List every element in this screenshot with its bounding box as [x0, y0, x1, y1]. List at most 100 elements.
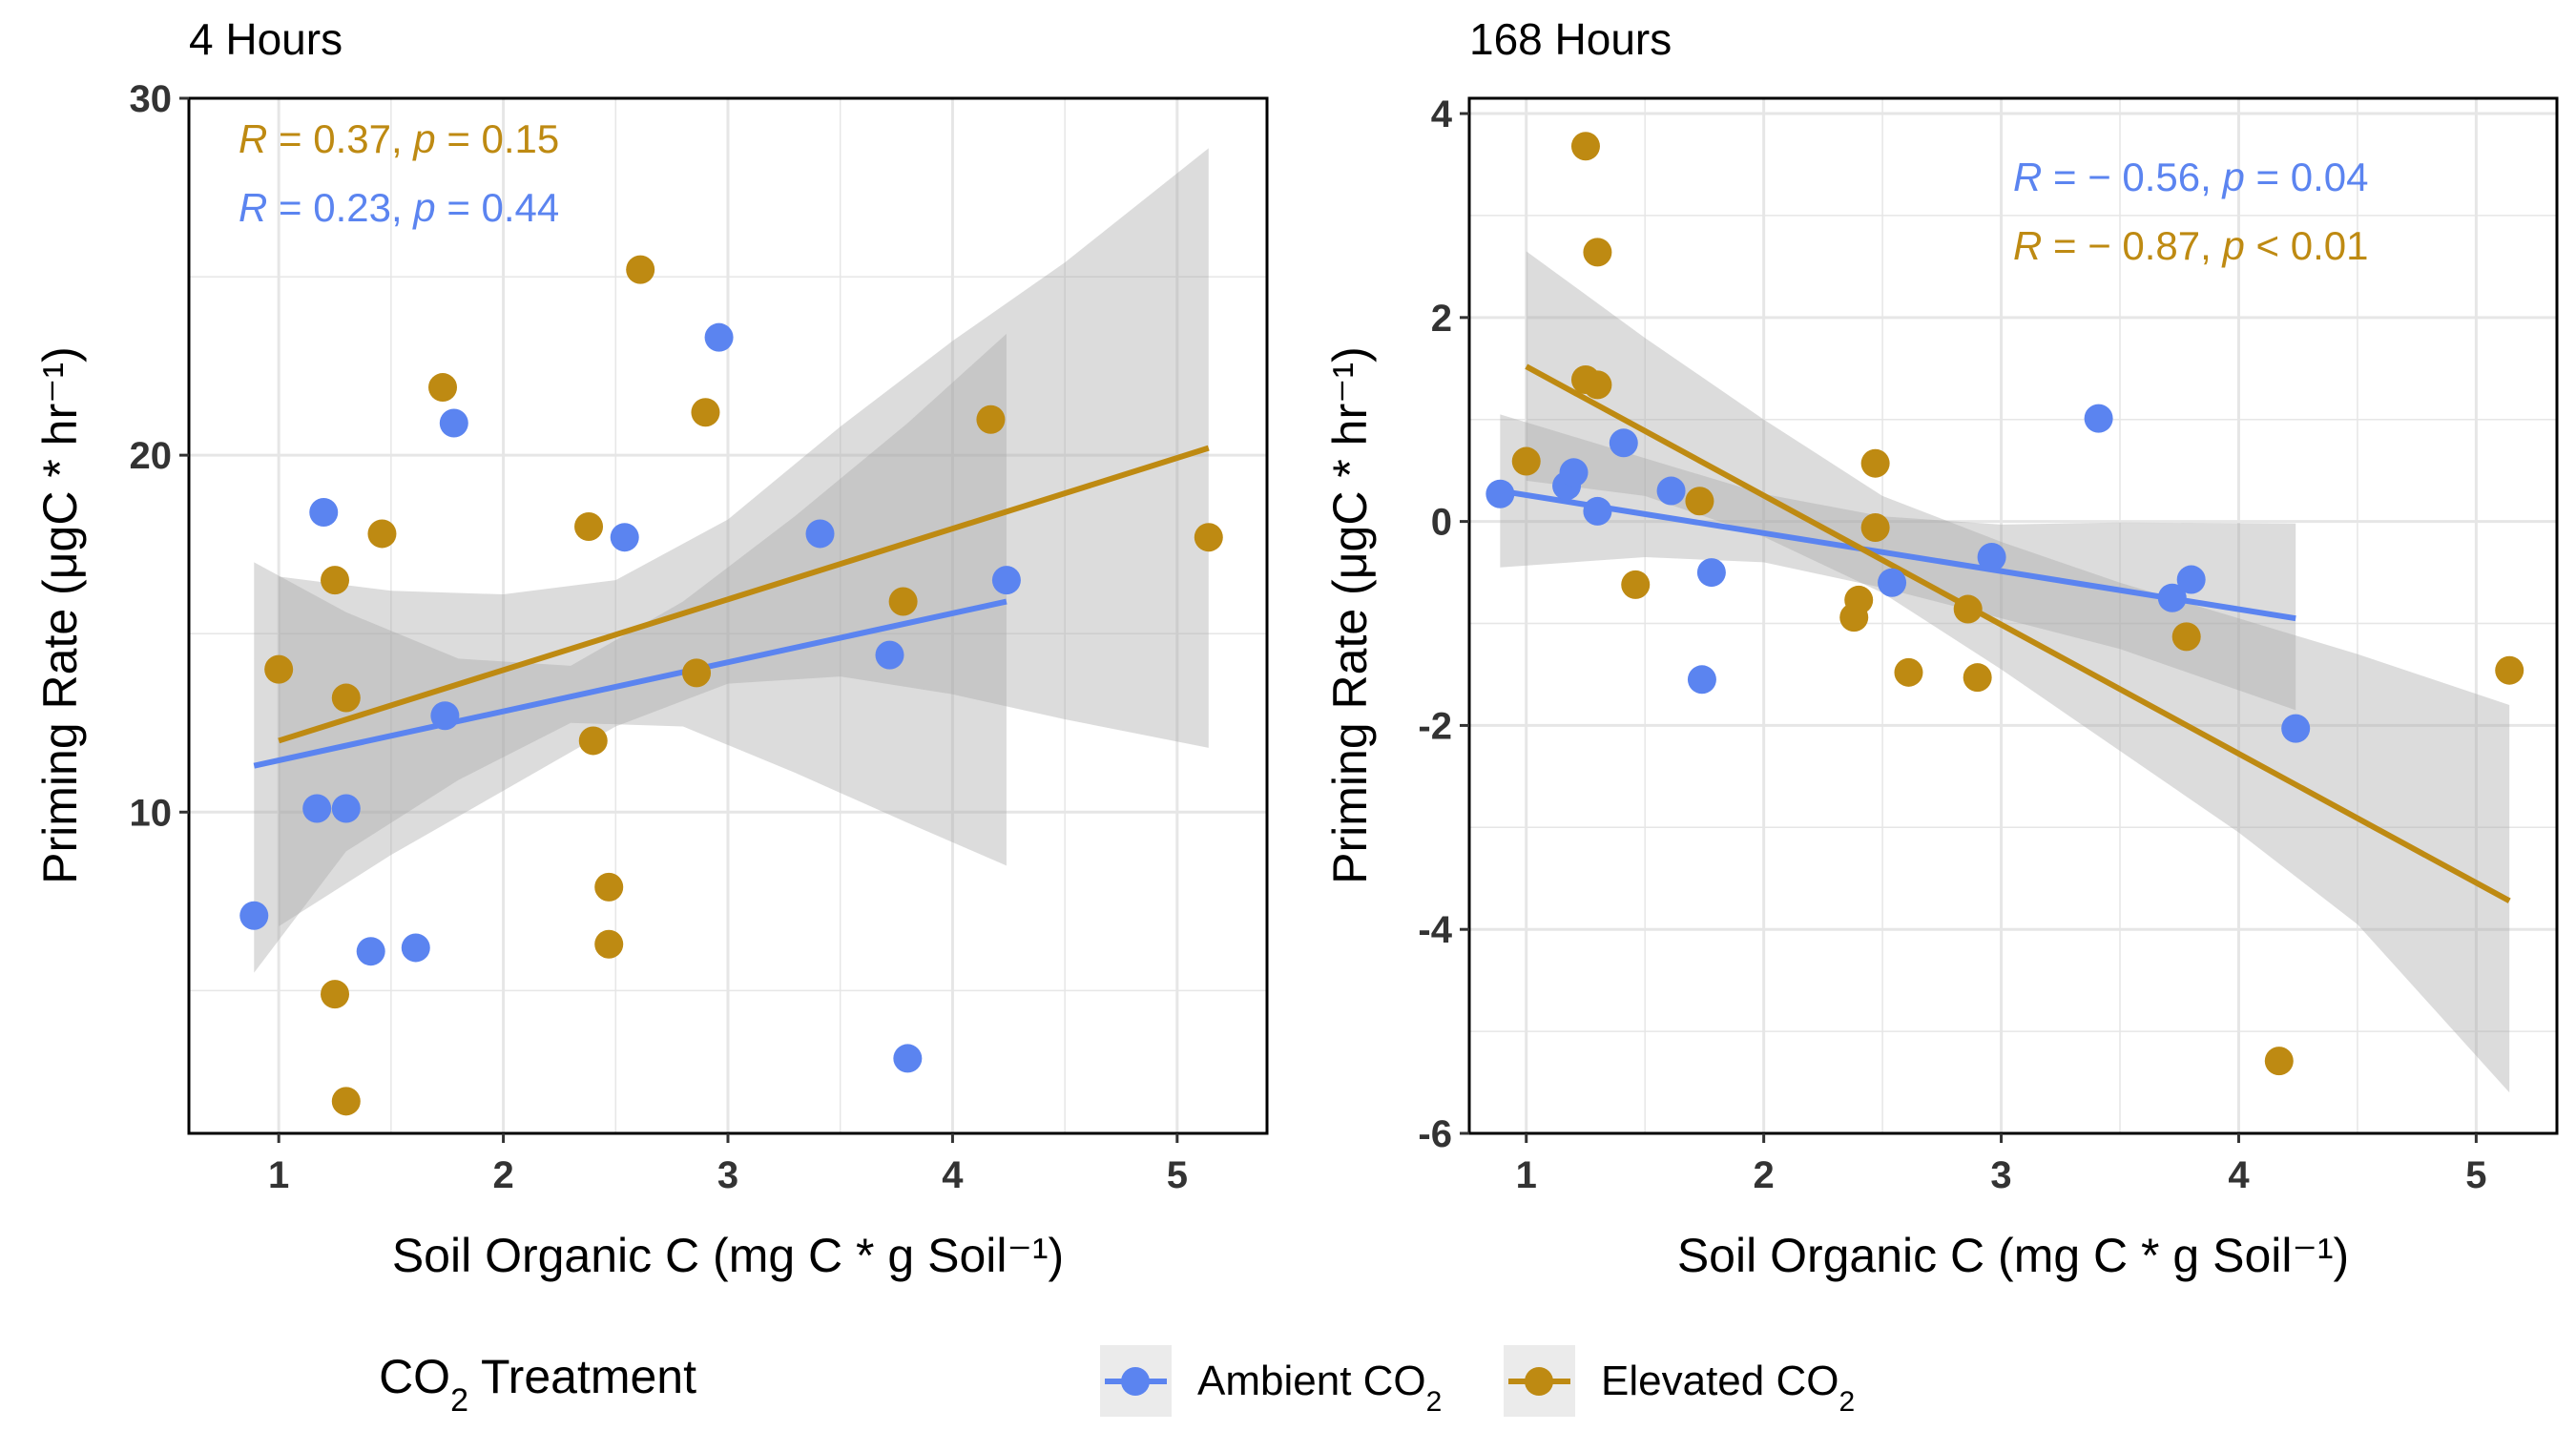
data-point: [1687, 665, 1716, 695]
y-tick-label: -2: [1418, 705, 1452, 747]
x-tick-label: 1: [268, 1154, 289, 1196]
y-tick-label: 20: [130, 435, 173, 477]
data-point: [356, 937, 385, 966]
data-point: [578, 726, 608, 756]
data-point: [430, 701, 460, 731]
x-tick-label: 4: [2228, 1154, 2250, 1196]
legend-label: Ambient CO2: [1197, 1358, 1442, 1418]
y-axis-ticks: -6 -4 -2 0 2 4: [1418, 93, 1469, 1155]
x-tick-label: 5: [1167, 1154, 1188, 1196]
correlation-annotation-ambient: R = 0.23, p = 0.44: [239, 185, 559, 230]
data-point: [805, 519, 835, 549]
legend-key-point: [1121, 1367, 1150, 1396]
data-point: [367, 519, 397, 549]
correlation-annotation-elevated: R = 0.37, p = 0.15: [239, 116, 559, 161]
data-points: [239, 255, 1223, 1116]
legend-label: Elevated CO2: [1601, 1358, 1855, 1418]
data-point: [264, 654, 294, 684]
x-axis-title: Soil Organic C (mg C * g Soil⁻¹): [392, 1229, 1064, 1282]
legend-title: CO2 Treatment: [379, 1350, 696, 1419]
data-point: [1485, 479, 1515, 508]
data-point: [893, 1044, 923, 1073]
data-point: [1621, 570, 1651, 599]
x-tick-label: 3: [717, 1154, 738, 1196]
x-axis-title: Soil Organic C (mg C * g Soil⁻¹): [1677, 1229, 2349, 1282]
data-point: [331, 794, 361, 823]
y-tick-label: 4: [1431, 93, 1453, 135]
data-point: [1860, 448, 1890, 478]
plot-background: [1469, 98, 2557, 1133]
panel-168-hours: 168 Hours 1 2 3 4 5 -6 -4 -2 0 2 4 R = − 0.56, p …: [1323, 14, 2559, 1282]
confidence-band: [279, 148, 1209, 927]
x-tick-label: 4: [942, 1154, 964, 1196]
plot-border: [1467, 96, 2559, 1135]
data-point: [2157, 583, 2187, 612]
y-axis-title: Priming Rate (μgC * hr⁻¹): [33, 346, 87, 884]
data-points: [1485, 132, 2524, 1076]
x-axis-ticks: 1 2 3 4 5: [1516, 1133, 2486, 1196]
correlation-annotations: R = 0.37, p = 0.15 R = 0.23, p = 0.44: [239, 116, 559, 230]
data-point: [875, 640, 904, 670]
x-tick-label: 1: [1516, 1154, 1537, 1196]
data-point: [682, 658, 712, 688]
data-point: [1977, 543, 2006, 572]
data-point: [1860, 513, 1890, 543]
data-point: [691, 398, 720, 427]
x-tick-label: 2: [492, 1154, 513, 1196]
data-point: [1685, 487, 1714, 516]
data-point: [309, 498, 339, 527]
data-point: [331, 1087, 361, 1116]
data-point: [888, 587, 918, 616]
data-point: [302, 794, 332, 823]
data-point: [610, 523, 639, 552]
x-axis-ticks: 1 2 3 4 5: [268, 1133, 1188, 1196]
data-point: [401, 933, 430, 963]
y-tick-label: -6: [1418, 1113, 1452, 1155]
data-point: [1194, 523, 1223, 552]
data-point: [2495, 655, 2524, 685]
confidence-bands: [254, 148, 1209, 973]
x-tick-label: 2: [1754, 1154, 1775, 1196]
data-point: [594, 929, 624, 959]
x-tick-label: 3: [1990, 1154, 2011, 1196]
data-point: [1511, 446, 1541, 476]
legend-key-point: [1525, 1367, 1553, 1396]
data-point: [321, 566, 350, 595]
data-point: [1696, 558, 1726, 588]
confidence-band: [254, 333, 1007, 973]
correlation-annotations: R = − 0.56, p = 0.04 R = − 0.87, p < 0.01: [2013, 155, 2368, 268]
correlation-annotation-ambient: R = − 0.56, p = 0.04: [2013, 155, 2368, 199]
regression-line: [253, 598, 1008, 769]
data-point: [991, 566, 1021, 595]
data-point: [2171, 622, 2201, 652]
y-tick-label: 10: [130, 792, 173, 834]
data-point: [1583, 238, 1612, 267]
data-point: [976, 404, 1006, 434]
data-point: [239, 901, 269, 930]
regression-line: [1525, 363, 2511, 903]
y-tick-label: 0: [1431, 502, 1452, 544]
data-point: [1953, 594, 1983, 624]
data-point: [1656, 476, 1686, 506]
data-point: [1583, 370, 1612, 400]
y-tick-label: 30: [130, 78, 173, 120]
data-point: [2264, 1047, 2294, 1076]
y-tick-label: -4: [1418, 909, 1452, 951]
data-point: [1963, 663, 1992, 693]
data-point: [2084, 404, 2113, 433]
data-point: [1878, 568, 1907, 597]
data-point: [594, 872, 624, 902]
data-point: [331, 683, 361, 713]
data-point: [1609, 428, 1638, 458]
data-point: [1570, 132, 1600, 161]
data-point: [626, 255, 655, 284]
y-tick-label: 2: [1431, 298, 1452, 340]
data-point: [1583, 496, 1612, 526]
y-axis-title: Priming Rate (μgC * hr⁻¹): [1323, 346, 1377, 884]
correlation-annotation-elevated: R = − 0.87, p < 0.01: [2013, 223, 2368, 268]
data-point: [1559, 458, 1589, 487]
panel-title: 4 Hours: [189, 14, 343, 64]
data-point: [704, 322, 734, 352]
